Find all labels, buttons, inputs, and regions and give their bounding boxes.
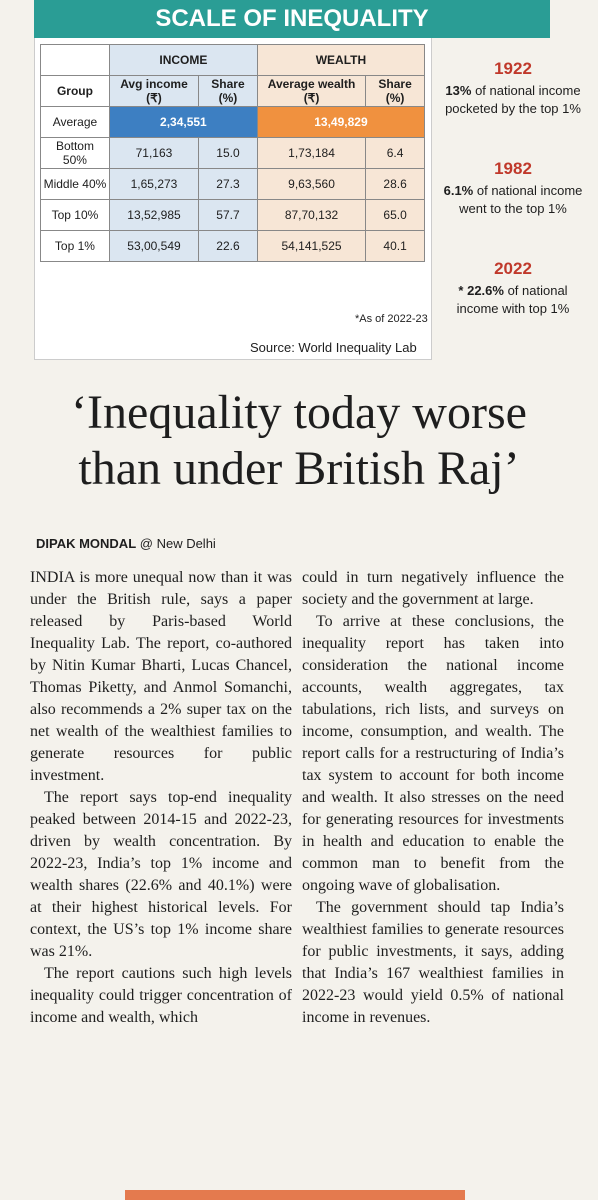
cell: 22.6 (198, 230, 258, 262)
cell: 27.3 (198, 168, 258, 200)
row-label: Top 1% (40, 230, 110, 262)
sidebar-year: 1922 (494, 59, 532, 78)
data-table: INCOME WEALTH Group Avg income (₹) Share (… (40, 44, 426, 262)
column-header: Average wealth (₹) (256, 75, 367, 107)
cell: 71,163 (108, 137, 200, 169)
note: *As of 2022-23 (355, 313, 428, 325)
table-row: Bottom 50% 71,163 15.0 1,73,184 6.4 (40, 137, 425, 169)
cell: 1,73,184 (256, 137, 367, 169)
cell: 65.0 (365, 199, 425, 231)
row-label: Top 10% (40, 199, 110, 231)
infographic-title: SCALE OF INEQUALITY (34, 0, 550, 38)
sidebar-item: 1982 6.1% of national income went to the … (438, 160, 588, 218)
column-header: Share (%) (198, 75, 258, 107)
paragraph: The government should tap India’s wealth… (302, 899, 564, 1026)
cell: 28.6 (365, 168, 425, 200)
footer-band (125, 1190, 465, 1200)
group-header: WEALTH (256, 44, 426, 76)
headline: ‘Inequality today worse than under Britis… (10, 385, 588, 497)
sidebar-highlight: 6.1% (443, 183, 474, 198)
byline: DIPAK MONDAL @ New Delhi (36, 536, 216, 551)
sidebar-year: 1982 (494, 159, 532, 178)
location: @ New Delhi (139, 536, 216, 551)
group-header: INCOME (108, 44, 258, 76)
cell: 6.4 (365, 137, 425, 169)
text-column: could in turn negatively influence the s… (302, 567, 564, 1029)
cell: 40.1 (365, 230, 425, 262)
source: Source: World Inequality Lab (250, 340, 417, 355)
average-income: 2,34,551 (108, 106, 258, 138)
cell: 1,65,273 (108, 168, 200, 200)
sidebar-text: of national income went to the top 1% (459, 183, 583, 216)
column-header: Share (%) (365, 75, 425, 107)
headline-line: ‘Inequality today worse (71, 386, 527, 439)
sidebar-text: of national income with top 1% (456, 283, 570, 316)
row-label: Middle 40% (40, 168, 110, 200)
average-wealth: 13,49,829 (256, 106, 426, 138)
cell: 53,00,549 (108, 230, 200, 262)
cell: 57.7 (198, 199, 258, 231)
paragraph: could in turn negatively influence the s… (302, 569, 564, 608)
sidebar-highlight: * 22.6% (458, 283, 504, 298)
sidebar-year: 2022 (494, 259, 532, 278)
paragraph: To arrive at these conclusions, the ineq… (302, 613, 564, 894)
cell: 15.0 (198, 137, 258, 169)
blank (40, 44, 110, 76)
table-row: Middle 40% 1,65,273 27.3 9,63,560 28.6 (40, 168, 425, 200)
sidebar-text: of national income pocketed by the top 1… (445, 83, 581, 116)
table-row: Top 10% 13,52,985 57.7 87,70,132 65.0 (40, 199, 425, 231)
cell: 9,63,560 (256, 168, 367, 200)
cell: 54,141,525 (256, 230, 367, 262)
cell: 87,70,132 (256, 199, 367, 231)
sidebar-item: 1922 13% of national income pocketed by t… (438, 60, 588, 118)
row-label: Average (40, 106, 110, 138)
sidebar-highlight: 13% (445, 83, 472, 98)
column-header: Avg income (₹) (108, 75, 200, 107)
paragraph: The report says top-end inequality peake… (30, 789, 292, 960)
paragraph: INDIA is more unequal now than it was un… (30, 569, 292, 784)
headline-line: than under British Raj’ (78, 442, 520, 495)
paragraph: The report cautions such high levels ine… (30, 965, 292, 1026)
text-column: INDIA is more unequal now than it was un… (30, 567, 292, 1029)
sidebar-item: 2022 * 22.6% of national income with top … (438, 260, 588, 318)
row-label: Bottom 50% (40, 137, 110, 169)
table-row: Top 1% 53,00,549 22.6 54,141,525 40.1 (40, 230, 425, 262)
author: DIPAK MONDAL (36, 536, 137, 551)
column-header: Group (40, 75, 110, 107)
cell: 13,52,985 (108, 199, 200, 231)
